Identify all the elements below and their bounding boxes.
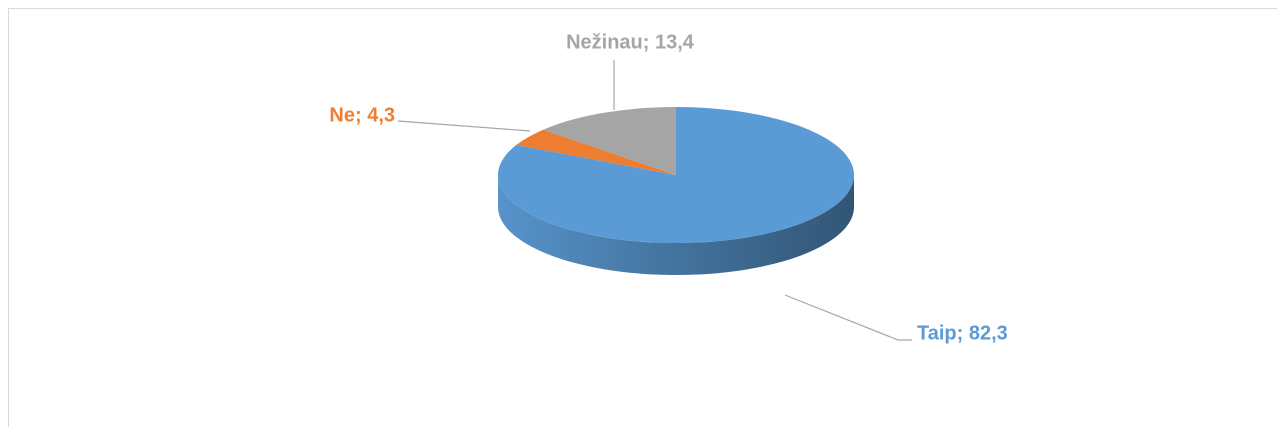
slice-side-shade [498,175,854,275]
chart-border [8,8,1277,427]
slice [516,129,676,175]
leader-line [784,294,912,341]
slice [543,107,676,175]
data-label: Taip; 82,3 [917,322,1008,344]
data-label: Ne; 4,3 [329,104,395,126]
data-label: Nežinau; 13,4 [566,31,695,53]
leader-line [397,120,531,132]
